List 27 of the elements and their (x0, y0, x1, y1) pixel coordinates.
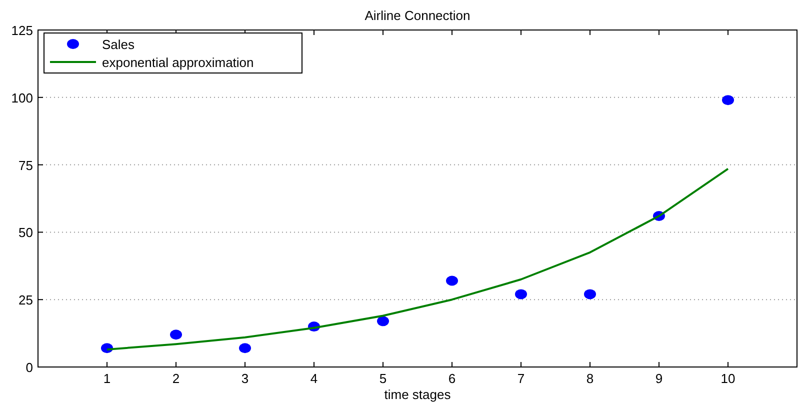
x-tick-label: 2 (172, 371, 180, 386)
point (170, 330, 182, 340)
y-tick-label: 100 (11, 90, 33, 106)
x-tick-label: 9 (655, 371, 663, 386)
point (515, 289, 527, 300)
x-tick-label: 3 (241, 371, 249, 386)
y-tick-label: 0 (26, 360, 33, 375)
x-axis-title: time stages (384, 387, 452, 402)
x-tick-label: 6 (448, 371, 456, 386)
x-tick-label: 5 (379, 371, 387, 386)
x-tick-label: 4 (310, 371, 318, 386)
point (584, 289, 596, 300)
x-tick-label: 10 (720, 371, 736, 386)
point (722, 95, 734, 106)
y-tick-label: 50 (18, 225, 33, 240)
legend-label: Sales (102, 37, 136, 52)
x-tick-label: 7 (517, 371, 525, 386)
legend-label: exponential approximation (102, 55, 254, 70)
point (239, 343, 251, 354)
y-tick-label: 75 (18, 158, 33, 173)
point (377, 316, 389, 326)
chart-title: Airline Connection (364, 8, 470, 23)
y-tick-label: 125 (11, 23, 33, 38)
x-tick-label: 1 (103, 371, 111, 386)
x-tick-label: 8 (586, 371, 594, 386)
y-tick-label: 25 (18, 292, 33, 308)
point (446, 276, 458, 286)
